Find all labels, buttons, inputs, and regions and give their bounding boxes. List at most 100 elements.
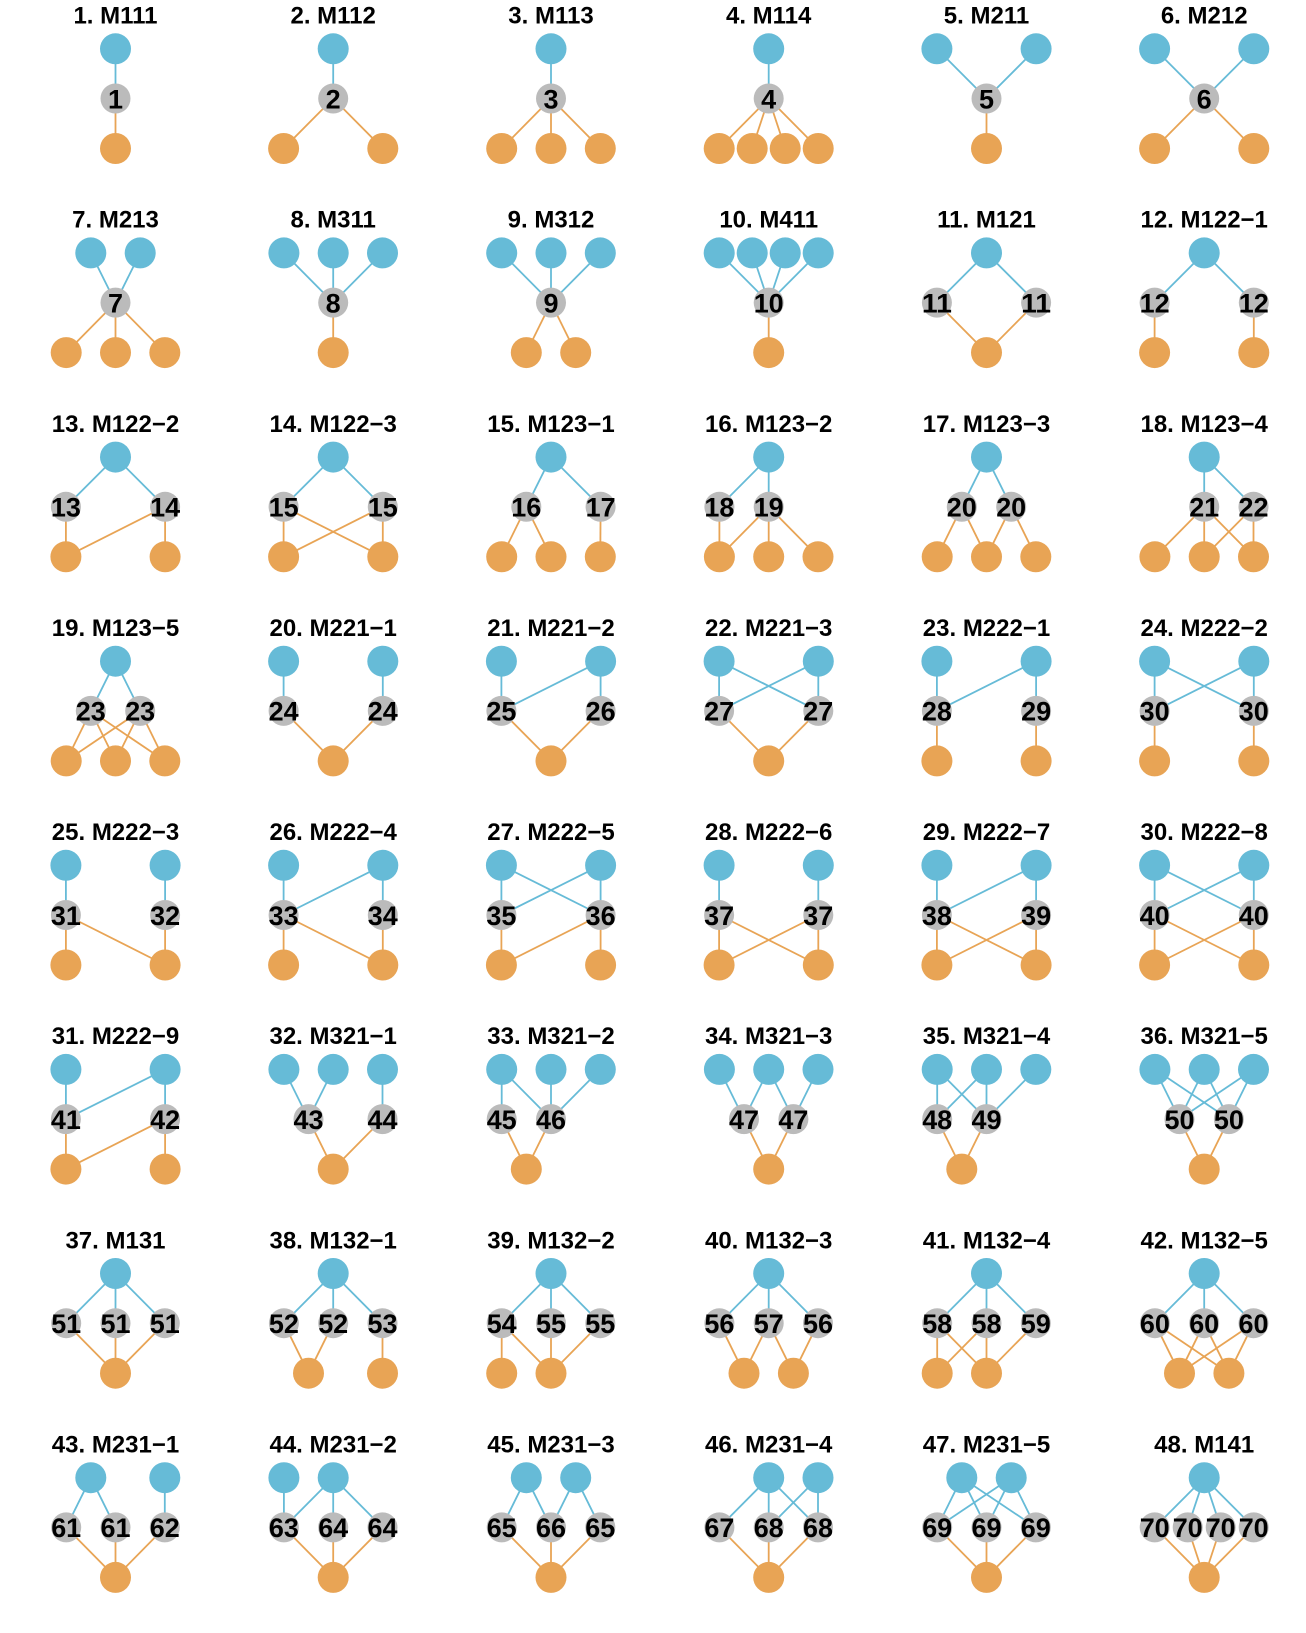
svg-text:67: 67 xyxy=(704,1513,734,1543)
svg-text:37: 37 xyxy=(803,901,833,931)
svg-text:54: 54 xyxy=(487,1309,517,1339)
svg-text:9. M312: 9. M312 xyxy=(508,207,595,234)
svg-text:23: 23 xyxy=(76,697,106,727)
svg-text:7. M213: 7. M213 xyxy=(72,207,159,234)
svg-text:42: 42 xyxy=(150,1105,180,1135)
svg-text:55: 55 xyxy=(585,1309,615,1339)
svg-text:68: 68 xyxy=(754,1513,784,1543)
svg-text:5. M211: 5. M211 xyxy=(944,3,1029,30)
svg-text:3: 3 xyxy=(543,84,558,114)
svg-text:52: 52 xyxy=(269,1309,299,1339)
svg-text:64: 64 xyxy=(318,1513,348,1543)
svg-text:70: 70 xyxy=(1140,1513,1170,1543)
svg-text:27: 27 xyxy=(803,697,833,727)
svg-text:66: 66 xyxy=(536,1513,566,1543)
svg-text:40: 40 xyxy=(1140,901,1170,931)
svg-text:50: 50 xyxy=(1165,1105,1195,1135)
svg-text:6. M212: 6. M212 xyxy=(1161,3,1248,30)
svg-text:5: 5 xyxy=(979,84,994,114)
svg-text:47. M231−5: 47. M231−5 xyxy=(923,1432,1050,1459)
svg-text:50: 50 xyxy=(1214,1105,1244,1135)
svg-text:24: 24 xyxy=(269,697,299,727)
svg-text:38: 38 xyxy=(922,901,952,931)
svg-text:14: 14 xyxy=(150,493,180,523)
svg-text:21: 21 xyxy=(1189,493,1219,523)
svg-text:58: 58 xyxy=(922,1309,952,1339)
svg-text:26: 26 xyxy=(586,697,616,727)
svg-text:60: 60 xyxy=(1140,1309,1170,1339)
svg-text:46: 46 xyxy=(536,1105,566,1135)
svg-text:3. M113: 3. M113 xyxy=(508,3,593,30)
svg-text:58: 58 xyxy=(972,1309,1002,1339)
svg-text:62: 62 xyxy=(150,1513,180,1543)
svg-text:34: 34 xyxy=(368,901,398,931)
svg-text:18. M123−4: 18. M123−4 xyxy=(1140,411,1268,438)
svg-text:4. M114: 4. M114 xyxy=(726,3,812,30)
svg-text:51: 51 xyxy=(101,1309,131,1339)
svg-text:18: 18 xyxy=(704,493,734,523)
svg-text:4: 4 xyxy=(761,84,776,114)
svg-text:41. M132−4: 41. M132−4 xyxy=(923,1227,1051,1254)
svg-text:48: 48 xyxy=(922,1105,952,1135)
svg-text:56: 56 xyxy=(704,1309,734,1339)
svg-text:26. M222−4: 26. M222−4 xyxy=(269,819,397,846)
svg-text:6: 6 xyxy=(1197,84,1212,114)
svg-text:7: 7 xyxy=(108,288,123,318)
svg-text:33: 33 xyxy=(269,901,299,931)
svg-text:27: 27 xyxy=(704,697,734,727)
svg-text:13: 13 xyxy=(51,493,81,523)
svg-text:65: 65 xyxy=(585,1513,615,1543)
svg-text:70: 70 xyxy=(1173,1513,1203,1543)
svg-text:60: 60 xyxy=(1239,1309,1269,1339)
svg-text:12: 12 xyxy=(1140,288,1170,318)
svg-text:31. M222−9: 31. M222−9 xyxy=(52,1023,179,1050)
svg-text:41: 41 xyxy=(51,1105,81,1135)
svg-text:48. M141: 48. M141 xyxy=(1154,1432,1254,1459)
svg-text:35: 35 xyxy=(486,901,516,931)
svg-text:69: 69 xyxy=(972,1513,1002,1543)
svg-text:15. M123−1: 15. M123−1 xyxy=(487,411,614,438)
svg-text:1: 1 xyxy=(108,84,123,114)
svg-text:42. M132−5: 42. M132−5 xyxy=(1140,1227,1267,1254)
svg-text:61: 61 xyxy=(51,1513,81,1543)
svg-text:44: 44 xyxy=(368,1105,398,1135)
svg-text:37. M131: 37. M131 xyxy=(65,1227,165,1254)
svg-text:16. M123−2: 16. M123−2 xyxy=(705,411,832,438)
svg-text:30: 30 xyxy=(1140,697,1170,727)
svg-text:13. M122−2: 13. M122−2 xyxy=(52,411,179,438)
svg-text:11: 11 xyxy=(922,288,952,318)
svg-text:14. M122−3: 14. M122−3 xyxy=(269,411,396,438)
svg-text:37: 37 xyxy=(704,901,734,931)
svg-text:9: 9 xyxy=(543,288,558,318)
svg-text:35. M321−4: 35. M321−4 xyxy=(923,1023,1051,1050)
svg-text:15: 15 xyxy=(368,493,398,523)
svg-text:44. M231−2: 44. M231−2 xyxy=(269,1432,396,1459)
svg-text:19: 19 xyxy=(754,493,784,523)
svg-text:27. M222−5: 27. M222−5 xyxy=(487,819,614,846)
svg-text:52: 52 xyxy=(318,1309,348,1339)
svg-text:15: 15 xyxy=(269,493,299,523)
svg-text:32. M321−1: 32. M321−1 xyxy=(269,1023,396,1050)
svg-text:40: 40 xyxy=(1239,901,1269,931)
svg-text:24. M222−2: 24. M222−2 xyxy=(1140,615,1267,642)
svg-text:55: 55 xyxy=(536,1309,566,1339)
svg-text:60: 60 xyxy=(1189,1309,1219,1339)
svg-text:47: 47 xyxy=(778,1105,808,1135)
svg-text:23: 23 xyxy=(125,697,155,727)
svg-text:47: 47 xyxy=(729,1105,759,1135)
svg-text:2. M112: 2. M112 xyxy=(290,3,375,30)
svg-text:49: 49 xyxy=(972,1105,1002,1135)
svg-text:22. M221−3: 22. M221−3 xyxy=(705,615,832,642)
svg-text:24: 24 xyxy=(368,697,398,727)
svg-text:22: 22 xyxy=(1239,493,1269,523)
svg-text:8: 8 xyxy=(326,288,341,318)
svg-text:20: 20 xyxy=(947,493,977,523)
svg-text:11. M121: 11. M121 xyxy=(937,207,1036,234)
svg-text:64: 64 xyxy=(368,1513,398,1543)
svg-text:65: 65 xyxy=(487,1513,517,1543)
svg-text:11: 11 xyxy=(1021,288,1051,318)
svg-text:61: 61 xyxy=(101,1513,131,1543)
svg-text:2: 2 xyxy=(326,84,341,114)
svg-text:38. M132−1: 38. M132−1 xyxy=(269,1227,396,1254)
svg-text:20. M221−1: 20. M221−1 xyxy=(269,615,396,642)
